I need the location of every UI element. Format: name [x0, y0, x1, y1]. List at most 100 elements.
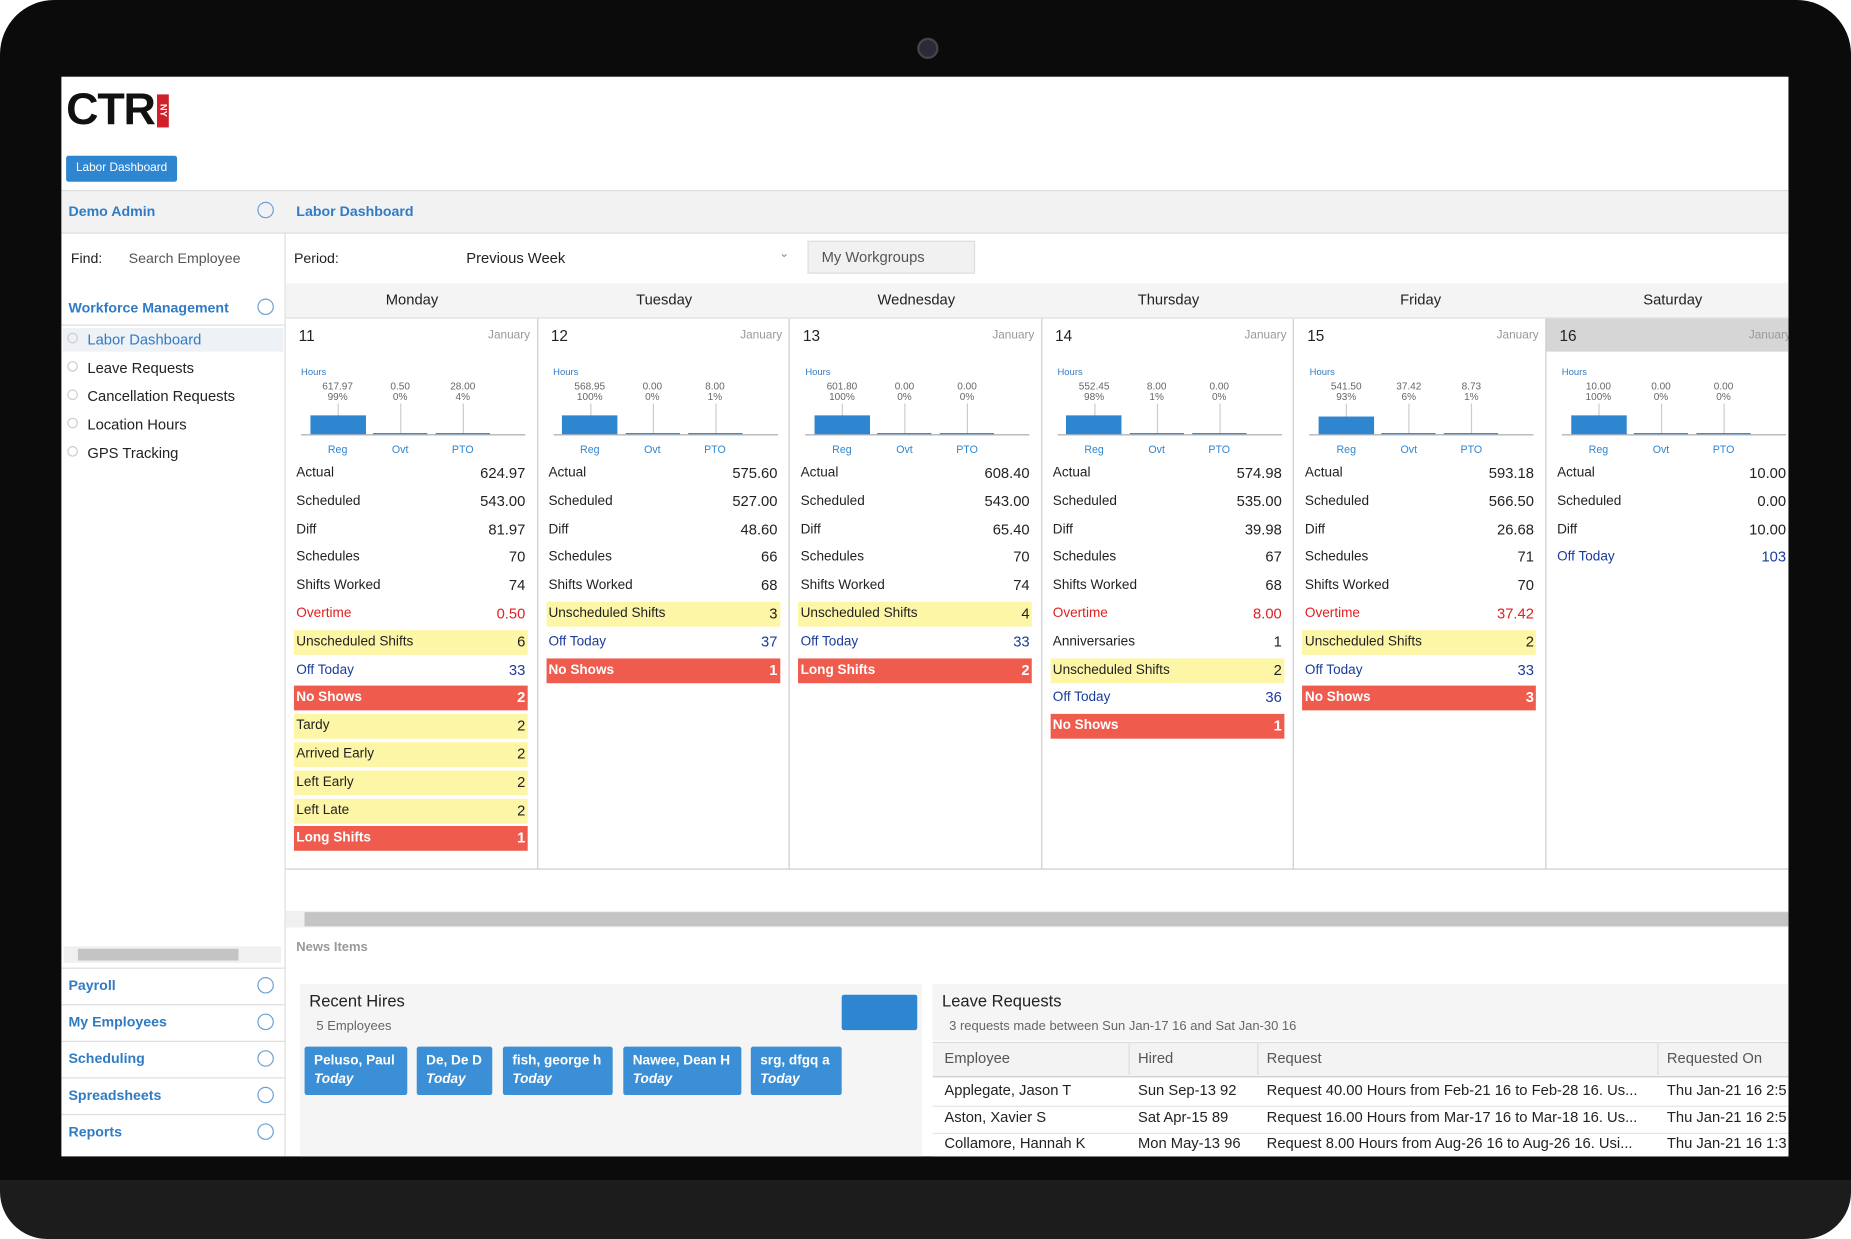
menu-group[interactable]: Spreadsheets [68, 1086, 162, 1104]
period-select[interactable]: Previous Week [466, 250, 566, 267]
bar-label: Ovt [1652, 443, 1670, 456]
bar-label: PTO [1460, 443, 1483, 456]
column-header[interactable]: Employee [944, 1050, 1011, 1067]
row-value: 37.42 [1497, 605, 1534, 622]
menu-item[interactable]: Leave Requests [87, 359, 195, 377]
bar-pct: 1% [1464, 390, 1479, 403]
search-box[interactable]: Search Employee [128, 250, 241, 267]
user-name[interactable]: Demo Admin [68, 202, 156, 220]
table-cell[interactable]: Request 8.00 Hours from Aug-26 16 to Aug… [1266, 1135, 1633, 1152]
day-month: January [992, 329, 1035, 343]
table-cell[interactable]: Request 40.00 Hours from Feb-21 16 to Fe… [1266, 1082, 1638, 1099]
group-line [61, 1004, 285, 1006]
table-cell[interactable]: Thu Jan-21 16 2:5 [1666, 1082, 1787, 1099]
row-label: Diff [1052, 522, 1073, 537]
menu-item[interactable]: GPS Tracking [87, 444, 179, 462]
column-header[interactable]: Request [1266, 1050, 1322, 1067]
bar-value: 8.00 [705, 379, 725, 392]
hours-bar [1570, 415, 1627, 435]
section-title[interactable]: Workforce Management [68, 299, 229, 317]
menu-group[interactable]: Scheduling [68, 1050, 145, 1067]
menu-group[interactable]: My Employees [68, 1013, 167, 1031]
hire-when[interactable]: Today [760, 1072, 800, 1087]
table-cell[interactable]: Thu Jan-21 16 1:3 [1666, 1135, 1787, 1152]
bar-value: 0.00 [894, 379, 915, 392]
table-cell[interactable]: Collamore, Hannah K [944, 1135, 1086, 1152]
hire-chip[interactable]: Nawee, Dean H Today [623, 1046, 742, 1096]
hire-name[interactable]: De, De D [426, 1053, 482, 1068]
table-cell[interactable]: Sat Apr-15 89 [1138, 1108, 1229, 1126]
workgroups-bg[interactable] [807, 240, 976, 274]
bar-label: Reg [327, 443, 348, 456]
table-cell[interactable]: Request 16.00 Hours from Mar-17 16 to Ma… [1266, 1108, 1638, 1126]
table-cell[interactable]: Aston, Xavier S [944, 1108, 1047, 1126]
hire-name[interactable]: Peluso, Paul [314, 1053, 395, 1068]
row-label: Scheduled [296, 494, 361, 509]
news-label: News Items [296, 940, 368, 955]
row-label: Off Today [800, 634, 859, 649]
hire-when[interactable]: Today [314, 1072, 354, 1087]
day-date: 15 [1307, 326, 1325, 345]
hire-chip[interactable]: fish, george h Today [502, 1046, 613, 1096]
table-cell[interactable]: Applegate, Jason T [944, 1082, 1072, 1099]
row-value: 74 [1013, 577, 1030, 594]
menu-item[interactable]: Location Hours [87, 416, 187, 434]
hire-chip[interactable]: Peluso, Paul Today [304, 1046, 408, 1096]
bar-stem [967, 403, 969, 435]
column-header[interactable]: Hired [1138, 1050, 1174, 1067]
group-expand[interactable] [257, 1050, 274, 1067]
hires-title: Recent Hires [309, 991, 405, 1011]
column-header[interactable]: Requested On [1666, 1050, 1763, 1067]
hire-chip[interactable]: srg, dfgq a Today [750, 1046, 842, 1096]
menu-item[interactable]: Labor Dashboard [87, 331, 202, 349]
table-cell[interactable]: Thu Jan-21 16 2:5 [1666, 1108, 1787, 1126]
bar-pct: 4% [455, 390, 471, 403]
day-border [1545, 318, 1547, 869]
hire-when[interactable]: Today [632, 1072, 673, 1087]
bar-pct: 0% [959, 390, 975, 403]
menu-item[interactable]: Cancellation Requests [87, 388, 236, 405]
menu-group[interactable]: Payroll [68, 977, 116, 994]
leave-panel-head [932, 984, 1789, 1041]
bar-value: 8.73 [1461, 379, 1482, 392]
row-label: Unscheduled Shifts [296, 634, 414, 649]
workgroups[interactable]: My Workgroups [821, 248, 925, 266]
day-date: 11 [298, 326, 315, 345]
hire-chip[interactable]: De, De D Today [416, 1046, 493, 1096]
table-cell[interactable]: Sun Sep-13 92 [1138, 1082, 1237, 1099]
row-value: 1 [1273, 717, 1282, 735]
row-value: 1 [1273, 633, 1282, 650]
bar-stem [714, 403, 717, 435]
menu-group[interactable]: Reports [68, 1123, 122, 1140]
collapse-button[interactable] [257, 201, 274, 219]
row-value: 608.40 [984, 464, 1030, 482]
group-expand[interactable] [257, 1086, 274, 1104]
row-highlight [1050, 657, 1285, 683]
row-value: 4 [1021, 605, 1030, 622]
hire-when[interactable]: Today [512, 1072, 552, 1087]
hire-name[interactable]: Nawee, Dean H [632, 1053, 731, 1068]
hires-menu-button[interactable] [841, 994, 918, 1031]
hire-name[interactable]: srg, dfgq a [760, 1053, 830, 1068]
weekday: Friday [1400, 291, 1442, 308]
top-button[interactable]: Labor Dashboard [66, 155, 178, 182]
bar-stem [1660, 403, 1663, 435]
group-expand[interactable] [257, 977, 274, 994]
bar-label: PTO [956, 443, 978, 456]
hours-bar [625, 433, 680, 435]
weekday: Saturday [1643, 291, 1703, 308]
row-label: No Shows [548, 662, 615, 677]
table-cell[interactable]: Mon May-13 96 [1138, 1135, 1241, 1152]
weekday: Thursday [1137, 291, 1200, 308]
laptop-base [0, 1180, 1851, 1239]
bar-label: Reg [1084, 443, 1104, 456]
group-expand[interactable] [257, 1123, 274, 1140]
group-expand[interactable] [257, 1013, 274, 1031]
section-toggle[interactable] [257, 298, 274, 316]
bar-stem [1408, 403, 1410, 435]
hire-when[interactable]: Today [426, 1072, 466, 1087]
hire-name[interactable]: fish, george h [512, 1053, 602, 1068]
bar-pct: 99% [327, 390, 348, 403]
weekday: Wednesday [877, 291, 956, 308]
bar-label: Ovt [391, 443, 409, 456]
